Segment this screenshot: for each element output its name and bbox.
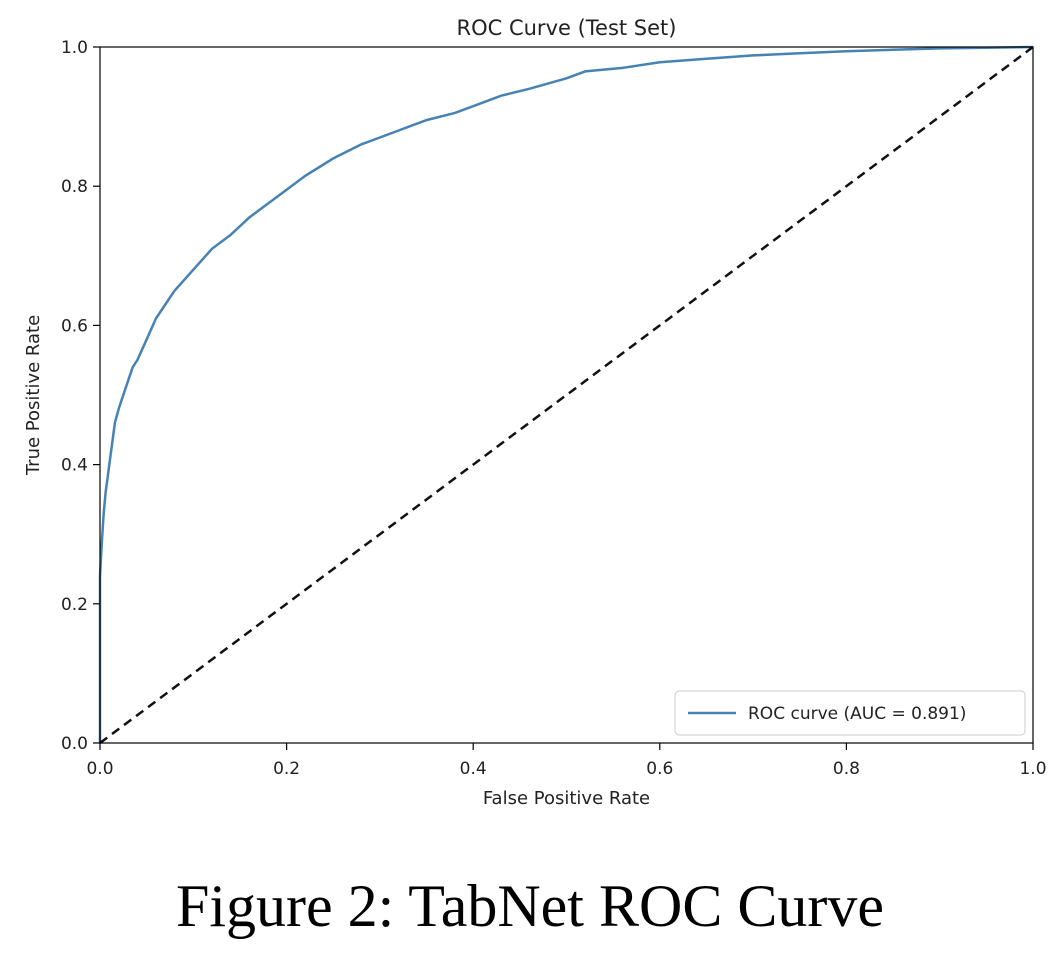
y-tick-label: 0.2 <box>61 595 88 615</box>
figure-caption: Figure 2: TabNet ROC Curve <box>176 873 884 939</box>
chance-diagonal-line <box>99 45 1034 745</box>
legend: ROC curve (AUC = 0.891) <box>674 690 1026 736</box>
x-axis-ticks: 0.0 0.2 0.4 0.6 0.8 1.0 <box>86 743 1047 779</box>
y-axis-ticks: 0.0 0.2 0.4 0.6 0.8 1.0 <box>61 38 100 754</box>
y-axis-label: True Positive Rate <box>23 315 44 476</box>
x-tick-label: 0.2 <box>273 759 300 779</box>
x-tick-label: 0.6 <box>646 759 673 779</box>
legend-label: ROC curve (AUC = 0.891) <box>748 704 966 724</box>
curves <box>98 45 1034 745</box>
x-tick-label: 0.8 <box>833 759 860 779</box>
roc-chart: ROC Curve (Test Set) 0.0 0.2 0.4 0.6 0.8 1.0 … <box>23 16 1047 809</box>
y-tick-label: 0.4 <box>61 456 88 476</box>
x-tick-label: 1.0 <box>1019 759 1046 779</box>
plot-frame <box>99 46 1034 744</box>
y-tick-label: 0.6 <box>61 316 88 336</box>
x-tick-label: 0.4 <box>460 759 487 779</box>
legend-box <box>674 690 1026 736</box>
y-tick-label: 0.0 <box>61 734 88 754</box>
y-tick-label: 0.8 <box>61 177 88 197</box>
roc-curve-line <box>98 45 1034 743</box>
y-tick-label: 1.0 <box>61 38 88 58</box>
chart-title: ROC Curve (Test Set) <box>457 16 677 40</box>
x-axis-label: False Positive Rate <box>483 788 650 809</box>
x-tick-label: 0.0 <box>86 759 113 779</box>
